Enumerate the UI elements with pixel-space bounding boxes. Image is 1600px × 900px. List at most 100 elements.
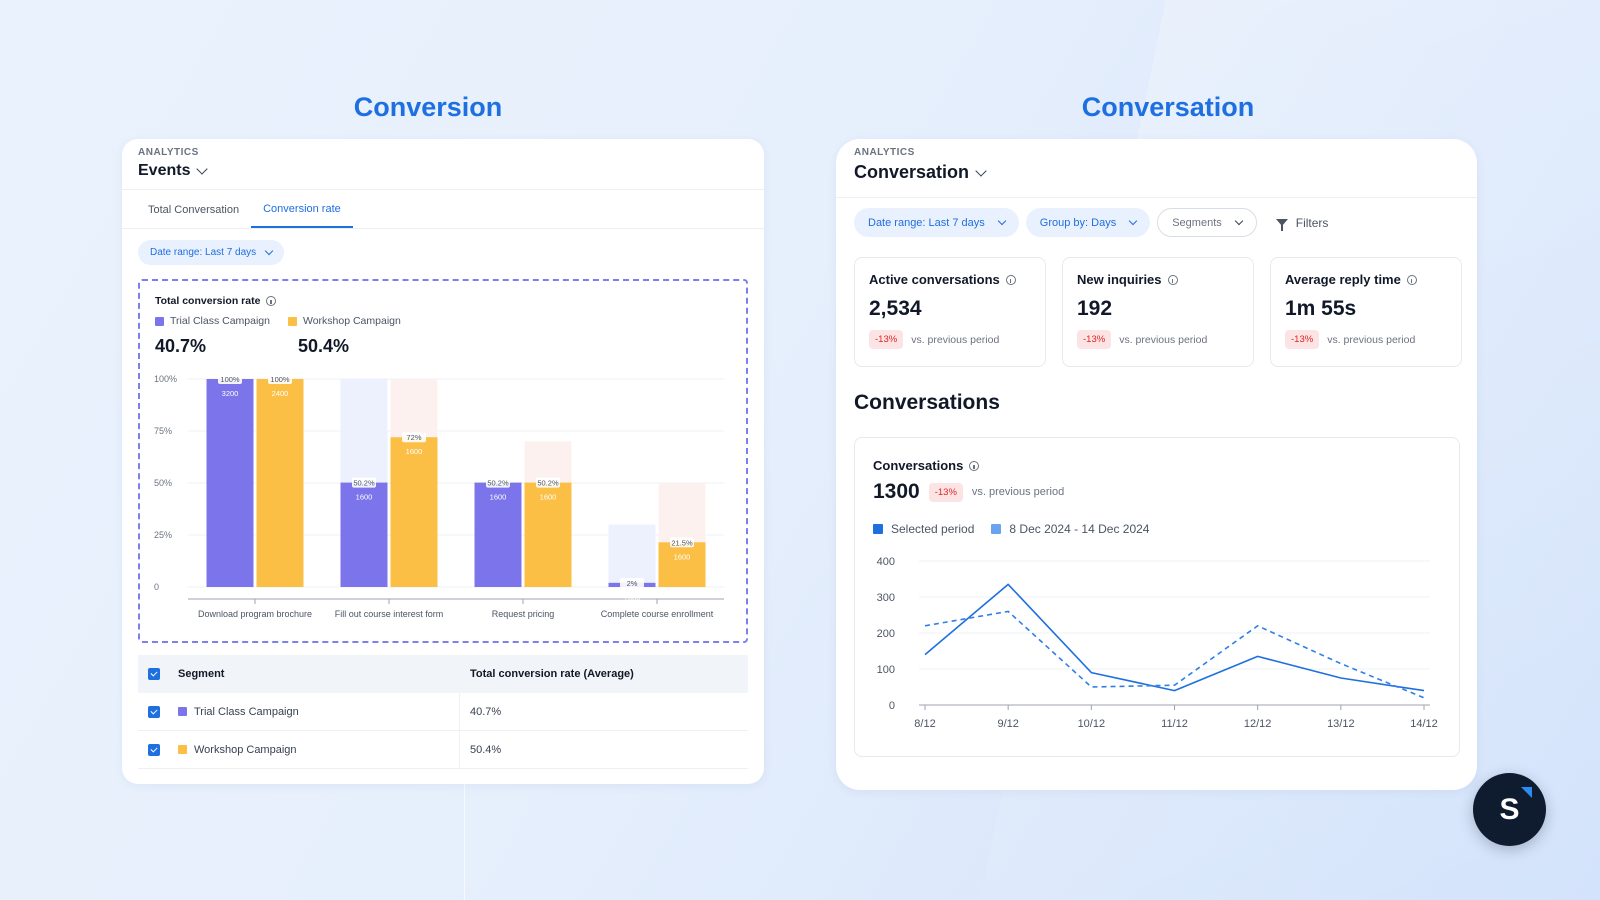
info-icon[interactable] <box>969 460 980 471</box>
stat-footer: -13% vs. previous period <box>1077 330 1239 349</box>
stat-note: vs. previous period <box>911 333 1000 346</box>
group-by-dropdown[interactable]: Group by: Days <box>1025 208 1151 237</box>
bar <box>524 482 572 587</box>
date-range-dropdown[interactable]: Date range: Last 7 days <box>854 208 1019 237</box>
stat-label: Active conversations <box>869 272 1000 287</box>
events-analytics-card: ANALYTICS Events Total Conversation Conv… <box>122 139 764 784</box>
stat-card-new-inquiries: New inquiries 192 -13% vs. previous perio… <box>1062 257 1254 367</box>
group-by-label: Group by: Days <box>1039 216 1117 229</box>
segment-name: Workshop Campaign <box>194 743 297 756</box>
chevron-down-icon <box>1234 216 1243 225</box>
bar-label-bg <box>670 537 694 548</box>
segment-name: Trial Class Campaign <box>194 705 299 718</box>
legend-swatch <box>287 316 297 326</box>
bar-background <box>608 524 656 587</box>
header-rate: Total conversion rate (Average) <box>470 668 634 680</box>
chevron-down-icon <box>997 216 1007 225</box>
table-row: Trial Class Campaign 40.7% <box>138 693 748 731</box>
y-tick-label: 0 <box>889 700 895 712</box>
bar <box>658 542 706 587</box>
divider <box>122 228 764 229</box>
segment-rate: 40.7% <box>470 705 502 718</box>
legend-comparison-period: 8 Dec 2024 - 14 Dec 2024 <box>991 522 1149 536</box>
date-range-label: Date range: Last 7 days <box>150 247 257 258</box>
bar-percent-label: 100% <box>270 375 290 384</box>
stat-footer: -13% vs. previous period <box>869 330 1031 349</box>
conversation-header: ANALYTICS Conversation <box>854 147 987 183</box>
bar-percent-label: 50.2% <box>487 479 509 488</box>
bar-label-bg <box>620 577 644 588</box>
legend-swatch <box>873 524 883 534</box>
chevron-down-icon <box>975 164 987 177</box>
bar-label-bg <box>218 374 242 384</box>
stat-label: New inquiries <box>1077 272 1162 287</box>
info-icon[interactable] <box>266 296 277 306</box>
conversations-chart-card: Conversations 1300 -13% vs. previous per… <box>854 437 1460 757</box>
chevron-down-icon <box>196 163 209 175</box>
bar-count-label: 1600 <box>356 493 373 502</box>
segment-swatch <box>178 745 187 754</box>
info-icon[interactable] <box>1167 274 1178 285</box>
conversion-kpis: 40.7% 50.4% <box>155 336 349 357</box>
y-tick-label: 100 <box>877 664 895 676</box>
stat-value: 192 <box>1077 297 1113 320</box>
tab-conversion-rate[interactable]: Conversion rate <box>251 191 353 228</box>
tab-total-conversation[interactable]: Total Conversation <box>148 203 240 216</box>
conversation-analytics-card: ANALYTICS Conversation Date range: Last … <box>836 139 1477 790</box>
chevron-down-icon <box>264 246 274 255</box>
x-tick-label: 9/12 <box>997 718 1018 730</box>
conversation-dropdown[interactable]: Conversation <box>854 162 987 183</box>
info-icon[interactable] <box>1005 274 1016 285</box>
date-range-label: Date range: Last 7 days <box>868 216 985 229</box>
table-row: Workshop Campaign 50.4% <box>138 731 748 769</box>
row-checkbox[interactable] <box>148 743 160 756</box>
stat-card-average-reply-time: Average reply time 1m 55s -13% vs. previo… <box>1270 257 1462 367</box>
bar-percent-label: 100% <box>220 375 240 384</box>
conversation-dropdown-label: Conversation <box>854 162 970 182</box>
x-tick-label: 11/12 <box>1161 718 1188 730</box>
conversations-line-chart: 400 300 200 100 0 8/12 9/12 10/12 11/12 12/12 13/1… <box>877 556 1438 730</box>
conversations-total: 1300 <box>873 480 920 503</box>
bar <box>390 437 438 587</box>
conversion-heading: Conversion <box>353 92 503 122</box>
divider <box>836 197 1477 198</box>
legend-label: Selected period <box>891 522 975 536</box>
conversation-heading: Conversation <box>1081 92 1255 122</box>
stat-note: vs. previous period <box>1327 333 1416 346</box>
events-dropdown[interactable]: Events <box>138 162 209 180</box>
bar-count-label: 1600 <box>406 447 423 456</box>
chevron-down-icon <box>1128 216 1138 225</box>
segments-label: Segments <box>1172 216 1222 229</box>
bar-label-bg <box>268 374 292 384</box>
legend-workshop: Workshop Campaign <box>287 315 401 327</box>
bar-label-bg <box>536 477 560 488</box>
chart-card-title: Conversations <box>873 458 980 473</box>
y-tick-label: 0 <box>154 582 159 592</box>
chart-title-text: Total conversion rate <box>155 295 261 307</box>
y-tick-label: 400 <box>877 556 895 568</box>
conversations-section-heading: Conversations <box>854 391 1000 414</box>
x-tick-label: Fill out course interest form <box>335 609 444 619</box>
x-tick-label: 8/12 <box>914 718 935 730</box>
bar-count-label: 1600 <box>540 493 557 502</box>
x-tick-label: Complete course enrollment <box>601 609 714 619</box>
select-all-checkbox[interactable] <box>148 668 160 680</box>
events-tabs: Total Conversation Conversion rate <box>136 191 353 228</box>
legend-swatch <box>155 316 164 326</box>
filters-button[interactable]: Filters <box>1275 216 1328 231</box>
analytics-eyebrow: ANALYTICS <box>854 147 915 158</box>
stat-label-row: New inquiries <box>1077 272 1239 287</box>
info-icon[interactable] <box>1406 274 1417 285</box>
background-line <box>464 780 465 900</box>
legend-label: Workshop Campaign <box>302 315 401 327</box>
row-checkbox[interactable] <box>148 705 160 718</box>
bar <box>256 379 304 587</box>
header-segment: Segment <box>138 655 460 693</box>
date-range-dropdown[interactable]: Date range: Last 7 days <box>138 240 285 265</box>
stat-note: vs. previous period <box>1119 333 1208 346</box>
bar-count-label: 1600 <box>490 493 507 502</box>
segments-dropdown[interactable]: Segments <box>1157 208 1257 237</box>
x-tick-label: 10/12 <box>1078 718 1106 730</box>
kpi-trial-class: 40.7% <box>155 336 207 356</box>
filter-icon <box>1275 219 1288 231</box>
